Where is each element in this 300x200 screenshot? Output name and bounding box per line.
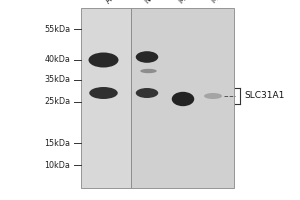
Bar (130, 8, 234, 188)
Text: SLC31A1: SLC31A1 (244, 92, 285, 100)
Text: 40kDa: 40kDa (45, 55, 70, 64)
Ellipse shape (172, 92, 194, 106)
Text: Mouse liver: Mouse liver (177, 0, 214, 5)
Ellipse shape (136, 51, 158, 63)
Text: NCI-H460: NCI-H460 (142, 0, 175, 5)
Text: 10kDa: 10kDa (45, 160, 70, 170)
Text: 25kDa: 25kDa (44, 98, 70, 106)
Text: A-549: A-549 (103, 0, 126, 5)
Text: 15kDa: 15kDa (44, 138, 70, 148)
Ellipse shape (89, 87, 118, 99)
Ellipse shape (204, 93, 222, 99)
Ellipse shape (140, 69, 157, 73)
Text: 35kDa: 35kDa (44, 75, 70, 84)
Ellipse shape (88, 52, 119, 68)
Bar (81, 8, 130, 188)
Text: 55kDa: 55kDa (44, 24, 70, 33)
Ellipse shape (136, 88, 158, 98)
Text: Mouse kidney: Mouse kidney (210, 0, 254, 5)
